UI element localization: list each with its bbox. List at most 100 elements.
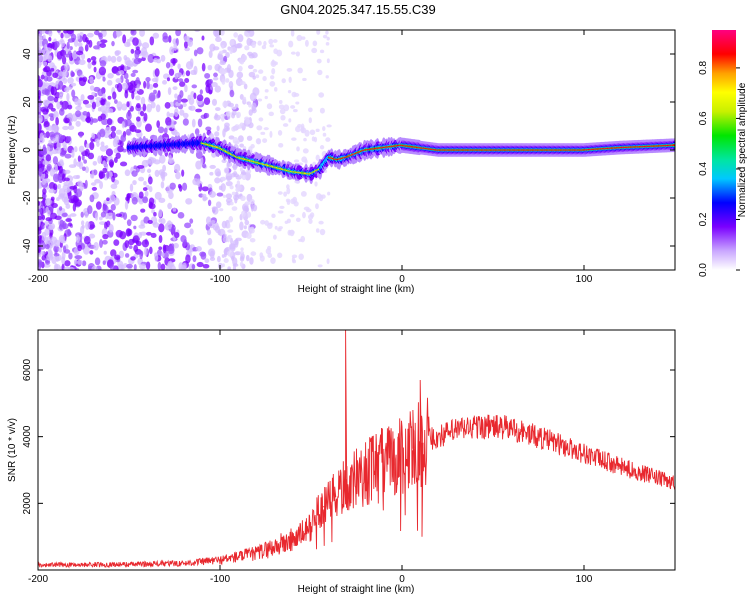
spectrogram-noise-blob xyxy=(308,218,313,224)
spectrogram-noise-blob xyxy=(167,157,175,164)
spectrogram-noise-blob xyxy=(229,47,233,55)
spectrogram-noise-blob xyxy=(58,165,63,174)
spectrogram-noise-blob xyxy=(212,46,220,51)
spectrogram-noise-blob xyxy=(293,201,299,207)
spectrogram-noise-blob xyxy=(121,121,125,129)
spectrogram-noise-blob xyxy=(134,50,140,59)
spectrogram-noise-blob xyxy=(318,92,325,98)
spectrogram-noise-blob xyxy=(302,211,306,219)
spectrogram-noise-blob xyxy=(105,106,110,113)
spectrogram-noise-blob xyxy=(59,151,66,157)
spectrogram-noise-blob xyxy=(130,256,136,261)
spectrogram-noise-blob xyxy=(89,85,95,91)
spectrogram-noise-blob xyxy=(231,191,237,196)
spectrogram-noise-blob xyxy=(38,79,43,88)
spectrogram-noise-blob xyxy=(126,101,130,108)
spectrogram-noise-blob xyxy=(86,32,94,38)
spectrogram-noise-blob xyxy=(171,122,175,129)
spectrogram-noise-blob xyxy=(66,41,70,50)
spectrogram-noise-blob xyxy=(153,212,157,217)
spectrogram-noise-blob xyxy=(141,51,149,59)
spectrogram-noise-blob xyxy=(228,216,234,223)
spectrogram-noise-blob xyxy=(184,222,192,229)
spectrogram-noise-blob xyxy=(122,212,128,220)
spectrogram-noise-blob xyxy=(43,263,51,268)
spectrogram-noise-blob xyxy=(149,246,153,255)
spectrogram-noise-blob xyxy=(109,265,117,270)
spectrogram-noise-blob xyxy=(215,171,222,177)
spectrogram-noise-blob xyxy=(160,263,166,270)
spectrogram-noise-blob xyxy=(175,171,181,180)
spectrogram-noise-blob xyxy=(138,231,143,239)
spectrogram-noise-blob xyxy=(215,36,222,43)
spectrogram-noise-blob xyxy=(94,179,101,184)
spectrogram-noise-blob xyxy=(225,78,230,83)
spectrogram-noise-blob xyxy=(291,137,297,141)
spectrogram-noise-blob xyxy=(113,179,120,185)
spectrogram-noise-blob xyxy=(100,39,108,44)
spectrogram-noise-blob xyxy=(279,108,286,115)
spectrogram-noise-blob xyxy=(181,98,188,103)
colorbar-tick-label: 0.6 xyxy=(698,111,709,125)
spectrogram-noise-blob xyxy=(173,242,179,249)
spectrogram-noise-blob xyxy=(112,212,116,221)
spectrogram-noise-blob xyxy=(53,183,58,191)
spectrogram-noise-blob xyxy=(48,113,55,118)
spectrogram-noise-blob xyxy=(102,204,109,214)
spectrogram-noise-blob xyxy=(74,146,78,153)
spectrogram-noise-blob xyxy=(305,208,312,213)
spectrogram-noise-blob xyxy=(168,191,174,200)
spectrogram-noise-blob xyxy=(196,261,204,268)
spectrogram-noise-blob xyxy=(53,110,59,119)
spectrogram-noise-blob xyxy=(93,241,99,251)
spectrogram-noise-blob xyxy=(315,203,319,210)
spectrogram-noise-blob xyxy=(239,221,244,231)
spectrogram-noise-blob xyxy=(221,78,226,85)
spectrogram-noise-blob xyxy=(269,130,273,138)
spectrogram-noise-blob xyxy=(124,253,130,258)
spectrogram-noise-blob xyxy=(135,95,141,101)
spectrogram-noise-blob xyxy=(172,58,176,66)
spectrogram-noise-blob xyxy=(67,266,75,270)
spectrogram-noise-blob xyxy=(69,213,77,217)
spectrogram-noise-blob xyxy=(236,113,240,119)
spectrogram-noise-blob xyxy=(131,170,138,177)
spectrogram-noise-blob xyxy=(84,212,89,218)
spectrogram-noise-blob xyxy=(225,172,232,182)
spectrogram-noise-blob xyxy=(288,76,292,83)
spectrogram-noise-blob xyxy=(166,220,173,230)
spectrogram-noise-blob xyxy=(248,102,252,108)
spectrogram-noise-blob xyxy=(44,236,48,245)
spectrogram-noise-blob xyxy=(281,78,286,84)
spectrogram-noise-blob xyxy=(107,55,112,62)
spectrogram-noise-blob xyxy=(289,213,295,218)
spectrogram-noise-blob xyxy=(123,72,129,80)
spectrogram-noise-blob xyxy=(160,54,166,62)
spectrogram-noise-blob xyxy=(122,34,127,44)
spectrogram-noise-blob xyxy=(217,229,221,236)
spectrogram-noise-blob xyxy=(38,98,42,107)
spectrogram-noise-blob xyxy=(206,229,212,236)
spectrogram-noise-blob xyxy=(234,103,239,108)
spectrogram-noise-blob xyxy=(91,60,97,66)
spectrogram-noise-blob xyxy=(298,238,303,242)
spectrogram-noise-blob xyxy=(273,48,278,55)
spectrogram-noise-blob xyxy=(60,107,64,112)
spectrogram-noise-blob xyxy=(39,30,46,35)
spectrogram-noise-blob xyxy=(264,95,268,100)
spectrogram-noise-blob xyxy=(95,97,102,102)
spectrogram-noise-blob xyxy=(175,30,181,37)
spectrogram-noise-blob xyxy=(263,40,267,47)
spectrogram-noise-blob xyxy=(85,103,92,109)
spectrogram-noise-blob xyxy=(262,76,267,82)
spectrogram-noise-blob xyxy=(105,148,114,157)
spectrogram-noise-blob xyxy=(174,73,179,80)
spectrogram-noise-blob xyxy=(68,121,72,127)
spectrogram-noise-blob xyxy=(189,228,194,235)
spectrogram-noise-blob xyxy=(225,110,231,117)
spectrogram-noise-blob xyxy=(150,101,156,109)
spectrogram-y-axis: -40 -20 0 20 40 xyxy=(22,48,675,253)
spectrogram-noise-blob xyxy=(187,94,192,101)
